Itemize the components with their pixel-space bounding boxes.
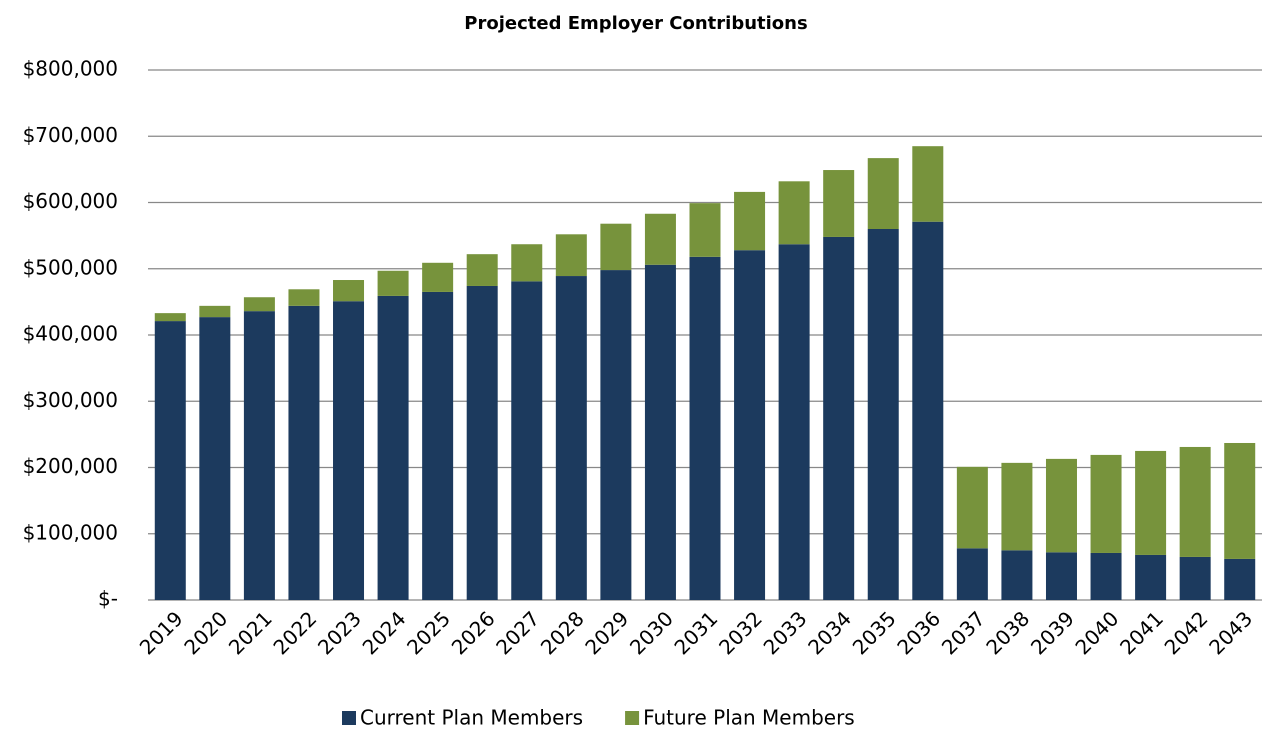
bar-segment <box>912 221 944 600</box>
y-tick-label: $800,000 <box>23 57 118 81</box>
bar-segment <box>243 297 275 312</box>
bar-segment <box>600 270 632 600</box>
bar-segment <box>1090 454 1122 553</box>
bar-segment <box>1179 446 1211 557</box>
y-tick-label: $400,000 <box>23 322 118 346</box>
bar-segment <box>1224 558 1256 600</box>
y-tick-label: $100,000 <box>23 520 118 544</box>
bar-segment <box>644 264 676 600</box>
bar-segment <box>154 321 186 600</box>
bar-segment <box>422 262 454 292</box>
y-tick-label: $300,000 <box>23 388 118 412</box>
bar-segment <box>600 223 632 271</box>
y-tick-label: $200,000 <box>23 454 118 478</box>
y-tick-label: $- <box>98 587 118 611</box>
bar-segment <box>1179 556 1211 600</box>
x-tick-label: 2043 <box>1204 606 1257 659</box>
x-tick-label: 2028 <box>536 606 589 659</box>
legend-label: Current Plan Members <box>360 706 583 729</box>
x-tick-label: 2035 <box>848 606 901 659</box>
bar-segment <box>511 281 543 600</box>
bar-segment <box>333 301 365 600</box>
bar-segment <box>333 280 365 302</box>
bar-segment <box>778 244 810 601</box>
x-tick-label: 2033 <box>759 606 812 659</box>
x-tick-label: 2034 <box>803 606 856 659</box>
bar-segment <box>778 181 810 245</box>
x-tick-label: 2023 <box>313 606 366 659</box>
x-tick-label: 2040 <box>1070 606 1123 659</box>
bar-segment <box>1135 450 1167 555</box>
bar-segment <box>689 203 721 257</box>
bar-segment <box>243 311 275 600</box>
x-tick-label: 2041 <box>1115 606 1168 659</box>
bar-segment <box>422 291 454 600</box>
x-tick-label: 2022 <box>268 606 321 659</box>
x-tick-label: 2032 <box>714 606 767 659</box>
bar-segment <box>956 466 988 549</box>
chart-title: Projected Employer Contributions <box>464 13 807 34</box>
bar-segment <box>377 270 409 296</box>
bar-segment <box>377 295 409 600</box>
bar-segment <box>867 229 899 600</box>
y-tick-label: $500,000 <box>23 255 118 279</box>
bar-segment <box>1135 554 1167 600</box>
bar-segment <box>867 158 899 229</box>
x-tick-label: 2029 <box>580 606 633 659</box>
x-tick-label: 2031 <box>669 606 722 659</box>
bar-segment <box>1224 442 1256 559</box>
x-tick-label: 2020 <box>179 606 232 659</box>
bar-segment <box>1001 550 1033 600</box>
bar-segment <box>555 234 587 277</box>
bar-segment <box>734 191 766 251</box>
y-tick-label: $600,000 <box>23 189 118 213</box>
bar-segment <box>555 276 587 600</box>
bar-segment <box>466 285 498 600</box>
legend-swatch <box>342 711 356 725</box>
x-tick-label: 2027 <box>491 606 544 659</box>
x-tick-label: 2030 <box>625 606 678 659</box>
bar-segment <box>288 305 320 600</box>
bar-segment <box>912 146 944 222</box>
x-tick-label: 2037 <box>937 606 990 659</box>
bar-segment <box>734 250 766 600</box>
x-tick-label: 2024 <box>358 606 411 659</box>
x-tick-label: 2039 <box>1026 606 1079 659</box>
x-tick-label: 2019 <box>135 606 188 659</box>
x-tick-label: 2038 <box>981 606 1034 659</box>
bar-segment <box>1045 458 1077 553</box>
bar-segment <box>288 289 320 306</box>
bar-segment <box>154 313 186 322</box>
bar-segment <box>199 317 231 600</box>
bar-segment <box>1001 462 1033 551</box>
bar-segment <box>511 244 543 282</box>
x-tick-label: 2026 <box>447 606 500 659</box>
x-tick-label: 2036 <box>892 606 945 659</box>
y-tick-label: $700,000 <box>23 123 118 147</box>
bar-segment <box>823 170 855 237</box>
legend-label: Future Plan Members <box>643 706 855 729</box>
bar-segment <box>644 213 676 265</box>
legend-swatch <box>625 711 640 725</box>
bar-segment <box>1045 552 1077 600</box>
bar-segment <box>689 256 721 600</box>
x-tick-label: 2025 <box>402 606 455 659</box>
bar-segment <box>199 305 231 318</box>
bar-segment <box>466 254 498 286</box>
bar-segment <box>823 236 855 600</box>
x-tick-label: 2021 <box>224 606 277 659</box>
bar-segment <box>956 548 988 600</box>
x-tick-label: 2042 <box>1160 606 1213 659</box>
bar-segment <box>1090 552 1122 600</box>
